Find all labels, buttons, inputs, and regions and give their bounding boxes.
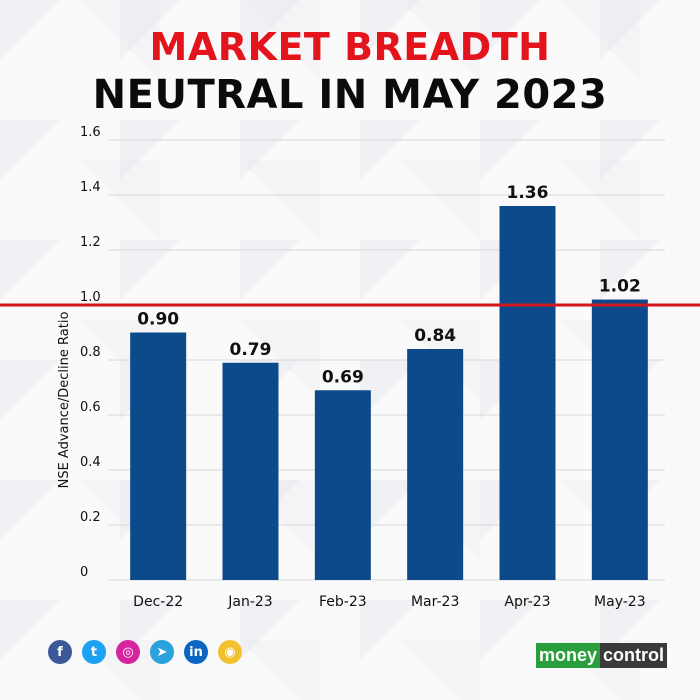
- moneycontrol-logo: money control: [530, 642, 673, 668]
- title-line-1: MARKET BREADTH: [149, 25, 551, 69]
- data-label: 0.79: [230, 340, 272, 360]
- social-icons: f t ◎ ➤ in ◉: [48, 640, 242, 664]
- y-tick-label: 1.2: [80, 235, 101, 250]
- data-label: 1.36: [507, 183, 549, 203]
- gridlines: [108, 139, 665, 581]
- brand-part-2: control: [600, 642, 668, 668]
- bar: [591, 299, 648, 580]
- x-tick-label: Feb-23: [319, 594, 367, 610]
- y-tick-label: 1.0: [80, 290, 101, 305]
- x-tick-label: Mar-23: [411, 594, 459, 610]
- y-axis-ticks: 0 0.2 0.4 0.6 0.8 1.0 1.2 1.4 1.6: [80, 125, 101, 580]
- twitter-icon[interactable]: t: [82, 640, 106, 664]
- koo-icon[interactable]: ◉: [218, 640, 242, 664]
- bar: [407, 349, 464, 580]
- bars: [130, 206, 648, 580]
- bar: [499, 206, 556, 580]
- y-axis-label: NSE Advance/Decline Ratio: [57, 312, 72, 489]
- bar: [130, 332, 187, 580]
- x-tick-label: Dec-22: [133, 594, 183, 610]
- x-tick-label: Jan-23: [227, 594, 272, 610]
- data-label: 0.90: [137, 310, 179, 330]
- y-tick-label: 1.6: [80, 125, 101, 140]
- y-tick-label: 1.4: [80, 180, 101, 195]
- telegram-icon[interactable]: ➤: [150, 640, 174, 664]
- y-tick-label: 0.4: [80, 455, 101, 470]
- data-label: 0.84: [414, 326, 456, 346]
- y-tick-label: 0.6: [80, 400, 101, 415]
- x-tick-label: May-23: [594, 594, 646, 610]
- y-tick-label: 0.2: [80, 510, 101, 525]
- data-label: 0.69: [322, 367, 364, 387]
- title-line-2: NEUTRAL IN MAY 2023: [92, 72, 608, 118]
- brand-part-1: money: [536, 642, 601, 668]
- x-axis-labels: Dec-22 Jan-23 Feb-23 Mar-23 Apr-23 May-23: [133, 594, 645, 610]
- instagram-icon[interactable]: ◎: [116, 640, 140, 664]
- data-labels: 0.90 0.79 0.69 0.84 1.36 1.02: [137, 183, 641, 387]
- data-label: 1.02: [599, 277, 641, 297]
- y-tick-label: 0: [80, 565, 88, 580]
- y-tick-label: 0.8: [80, 345, 101, 360]
- bar: [314, 390, 371, 580]
- facebook-icon[interactable]: f: [48, 640, 72, 664]
- x-tick-label: Apr-23: [504, 594, 550, 610]
- bar: [222, 362, 279, 580]
- linkedin-icon[interactable]: in: [184, 640, 208, 664]
